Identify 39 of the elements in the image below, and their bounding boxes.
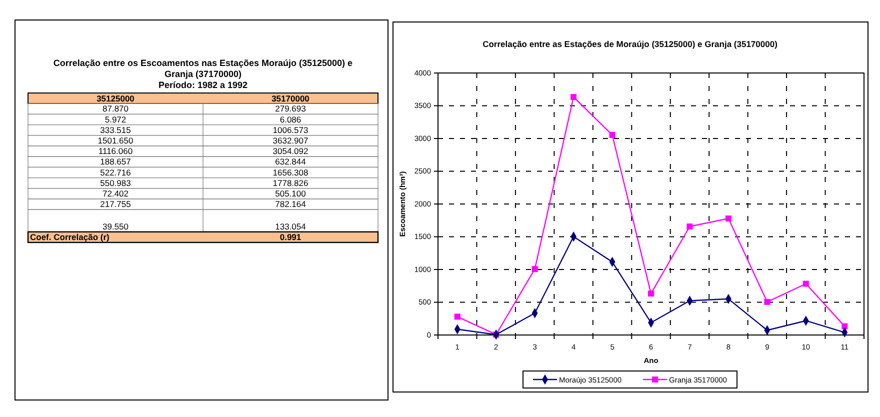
point (532, 266, 538, 272)
text: 782.164 (275, 199, 306, 210)
text: 6.086 (280, 114, 302, 124)
category-label: 35125000 (96, 93, 135, 104)
point (842, 323, 848, 330)
chart-title: Correlação entre as Estações de Moraújo (35125000) e Granja (35170000) (482, 39, 778, 49)
text: 133.054 (275, 221, 306, 232)
point (454, 314, 460, 320)
text: Período: 1982 a 1992 (158, 80, 248, 90)
category-label: 35170000 (272, 93, 310, 104)
point (802, 280, 809, 287)
point (648, 290, 654, 297)
text: 1501.650 (98, 136, 134, 146)
text: 333.515 (100, 124, 132, 135)
text: 279.693 (275, 104, 306, 114)
text: 72.402 (102, 188, 129, 198)
text: 5.972 (104, 114, 126, 124)
text: 39.550 (102, 221, 129, 232)
text: 1778.826 (272, 178, 308, 188)
text: 505.100 (275, 188, 306, 198)
text: 522.716 (100, 167, 132, 178)
text: Coef. Correlação (r) (30, 232, 110, 242)
text: 1006.573 (272, 124, 308, 135)
text: 550.983 (100, 178, 132, 188)
text: 188.657 (100, 156, 132, 167)
text: 87.870 (102, 104, 129, 114)
text: 1116.060 (98, 146, 133, 156)
text: 0.991 (280, 232, 302, 242)
text: 3054.092 (272, 146, 308, 156)
point (609, 132, 616, 138)
text: 632.844 (275, 156, 306, 167)
text: 3632.907 (272, 136, 308, 146)
text: 1656.308 (272, 167, 308, 178)
point (725, 215, 732, 222)
point (686, 224, 693, 230)
point (764, 298, 770, 305)
text: 217.755 (100, 199, 132, 210)
point (570, 94, 577, 100)
text: Correlação entre os Escoamentos nas Estações Moraújo (35125000) e Granja (37170000) (53, 58, 353, 79)
